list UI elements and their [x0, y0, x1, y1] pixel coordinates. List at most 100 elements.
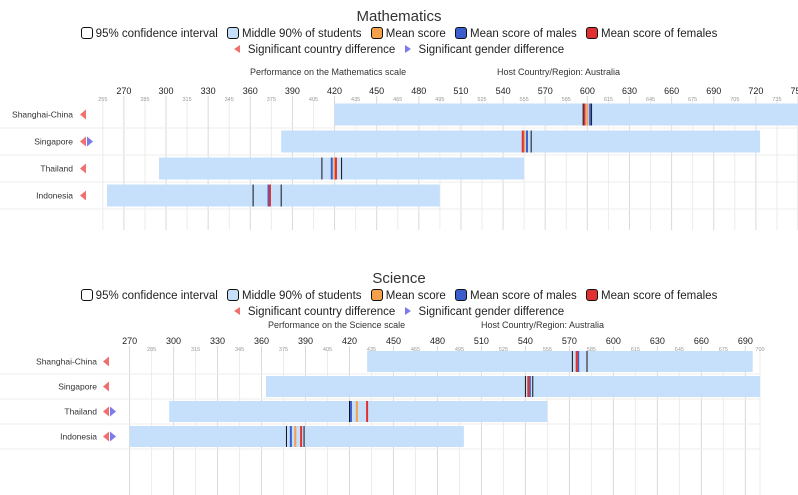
country-difference-marker-icon — [103, 381, 109, 392]
major-tick-label: 450 — [369, 86, 384, 96]
minor-tick-label: 555 — [543, 347, 552, 353]
major-tick-label: 510 — [474, 336, 489, 346]
legend-males[interactable]: Mean score of males — [455, 27, 577, 40]
major-tick-label: 690 — [738, 336, 753, 346]
legend-middle90[interactable]: Middle 90% of students — [226, 289, 362, 302]
legend-gender-diff[interactable]: Significant gender difference — [404, 44, 564, 56]
major-tick-label: 270 — [116, 86, 131, 96]
minor-tick-label: 675 — [688, 97, 697, 103]
middle-90-band — [107, 184, 440, 207]
country-label: Shanghai-China — [36, 357, 97, 367]
major-tick-label: 570 — [562, 336, 577, 346]
science-plot: 270 300 330 360 390 420 450 480 510 540 570 600 630 6… — [0, 336, 765, 495]
minor-tick-label: 645 — [675, 347, 684, 353]
country-difference-marker-icon — [103, 356, 109, 367]
major-tick-label: 270 — [122, 336, 137, 346]
major-tick-label: 420 — [342, 336, 357, 346]
gender-difference-icon — [404, 307, 411, 315]
minor-tick-label: 705 — [730, 97, 739, 103]
country-difference-marker-icon — [80, 109, 86, 120]
minor-tick-label: 435 — [351, 97, 360, 103]
middle90-swatch-icon — [226, 27, 239, 39]
major-tick-label: 750 — [790, 86, 798, 96]
country-difference-icon — [233, 307, 240, 315]
major-tick-label: 630 — [650, 336, 665, 346]
minor-tick-label: 465 — [393, 97, 402, 103]
legend-middle90[interactable]: Middle 90% of students — [226, 27, 362, 40]
scale-label: Performance on the Science scale — [268, 320, 406, 330]
minor-tick-label: 345 — [235, 347, 244, 353]
major-tick-label: 360 — [243, 86, 258, 96]
major-tick-label: 300 — [159, 86, 174, 96]
major-tick-label: 390 — [285, 86, 300, 96]
legend: 95% confidence interval Middle 90% of st… — [0, 289, 798, 302]
major-tick-label: 330 — [201, 86, 216, 96]
major-tick-label: 330 — [210, 336, 225, 346]
scale-label: Performance on the Mathematics scale — [250, 67, 407, 77]
ci-swatch-icon — [80, 289, 93, 301]
major-tick-label: 360 — [254, 336, 269, 346]
chart-title: Mathematics — [356, 8, 442, 25]
country-difference-marker-icon — [80, 163, 86, 174]
host-label: Host Country/Region: Australia — [497, 67, 621, 77]
legend-males[interactable]: Mean score of males — [455, 289, 577, 302]
minor-tick-label: 465 — [411, 347, 420, 353]
major-tick-label: 600 — [606, 336, 621, 346]
country-label: Thailand — [40, 164, 73, 174]
country-difference-marker-icon — [80, 136, 86, 147]
legend: 95% confidence interval Middle 90% of st… — [0, 27, 798, 40]
legend-females[interactable]: Mean score of females — [585, 27, 717, 40]
country-difference-marker-icon — [103, 406, 109, 417]
legend-ci[interactable]: 95% confidence interval — [80, 27, 218, 40]
middle-90-band — [265, 376, 760, 397]
minor-tick-label: 345 — [225, 97, 234, 103]
minor-tick-label: 615 — [604, 97, 613, 103]
major-tick-label: 570 — [538, 86, 553, 96]
legend-mean[interactable]: Mean score — [370, 289, 446, 302]
legend-country-diff[interactable]: Significant country difference — [233, 306, 395, 318]
science-panel: Science 95% confidence interval Middle 9… — [0, 262, 798, 495]
females-swatch-icon — [585, 27, 598, 39]
minor-tick-label: 315 — [191, 347, 200, 353]
country-difference-marker-icon — [103, 431, 109, 442]
country-difference-marker-icon — [80, 190, 86, 201]
major-tick-label: 690 — [706, 86, 721, 96]
legend-females[interactable]: Mean score of females — [585, 289, 717, 302]
females-swatch-icon — [585, 289, 598, 301]
major-tick-label: 600 — [580, 86, 595, 96]
minor-tick-label: 585 — [587, 347, 596, 353]
minor-tick-label: 315 — [182, 97, 191, 103]
legend-ci[interactable]: 95% confidence interval — [80, 289, 218, 302]
major-tick-label: 540 — [496, 86, 511, 96]
minor-tick-label: 525 — [499, 347, 508, 353]
minor-tick-label: 435 — [367, 347, 376, 353]
major-tick-label: 480 — [430, 336, 445, 346]
minor-tick-label: 700 — [755, 347, 764, 353]
mathematics-panel: Mathematics 95% confidence interval Midd… — [0, 0, 798, 245]
chart-title: Science — [372, 270, 426, 287]
minor-tick-label: 645 — [646, 97, 655, 103]
host-label: Host Country/Region: Australia — [481, 320, 605, 330]
major-tick-label: 420 — [327, 86, 342, 96]
middle-90-band — [334, 103, 798, 126]
country-label: Indonesia — [36, 191, 73, 201]
major-tick-label: 540 — [518, 336, 533, 346]
middle90-swatch-icon — [226, 289, 239, 301]
middle-90-band — [281, 130, 761, 153]
minor-tick-label: 405 — [309, 97, 318, 103]
minor-tick-label: 255 — [98, 97, 107, 103]
gender-difference-marker-icon — [110, 431, 116, 442]
major-tick-label: 480 — [411, 86, 426, 96]
middle-90-band — [129, 426, 464, 447]
major-tick-label: 300 — [166, 336, 181, 346]
legend-gender-diff[interactable]: Significant gender difference — [404, 306, 564, 318]
minor-tick-label: 285 — [140, 97, 149, 103]
major-tick-label: 630 — [622, 86, 637, 96]
country-label: Thailand — [64, 407, 97, 417]
middle-90-band — [169, 401, 548, 422]
major-tick-label: 450 — [386, 336, 401, 346]
legend-mean[interactable]: Mean score — [370, 27, 446, 40]
legend-country-diff[interactable]: Significant country difference — [233, 44, 395, 56]
minor-tick-label: 525 — [477, 97, 486, 103]
legend-markers: Significant country difference Significa… — [0, 44, 798, 56]
